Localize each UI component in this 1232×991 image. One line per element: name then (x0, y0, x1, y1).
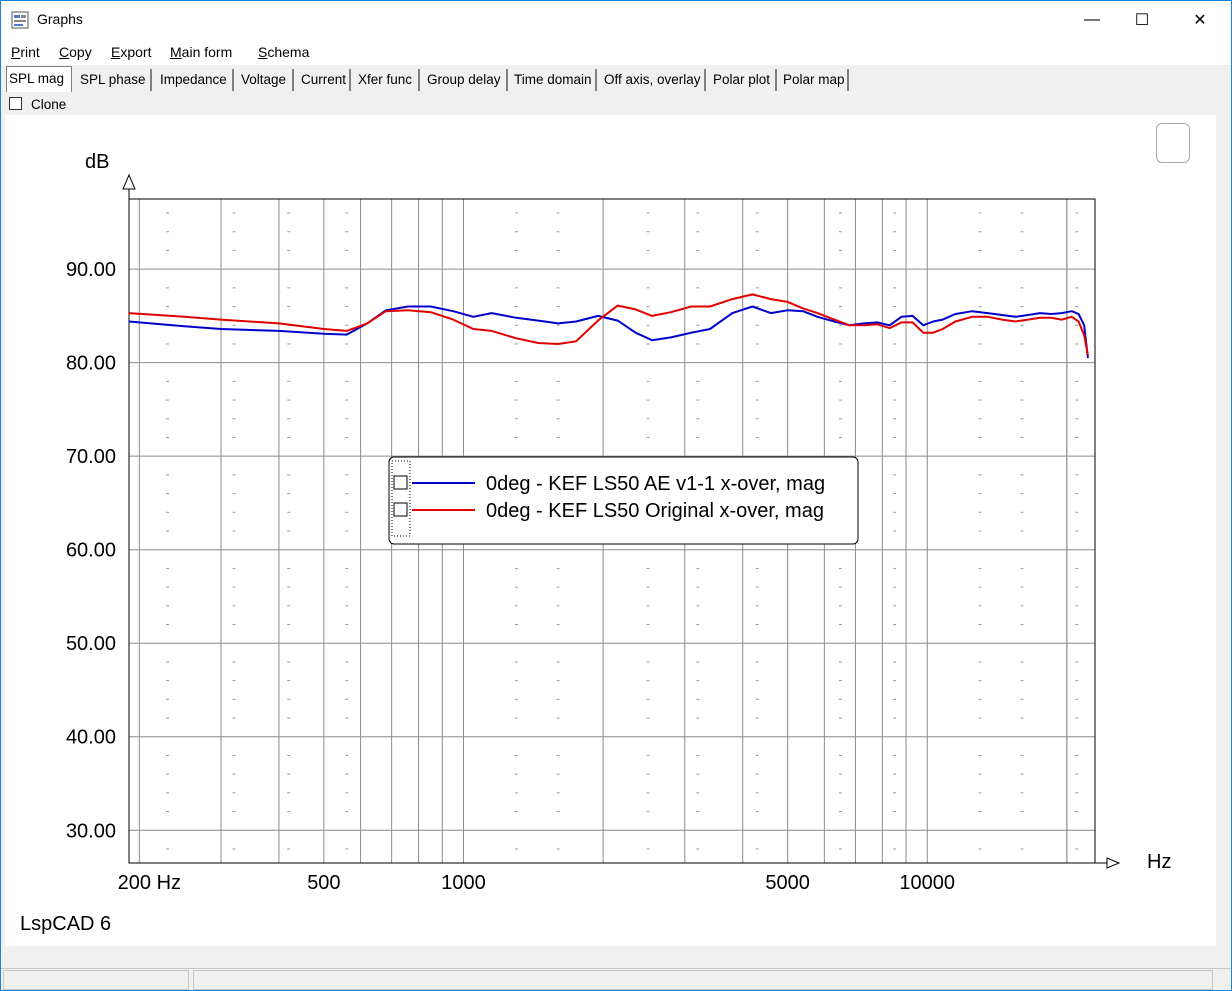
status-bar (1, 968, 1231, 990)
x-tick-label: 10000 (899, 872, 955, 894)
menu-schema[interactable]: Schema (258, 44, 310, 60)
tab-off-axis-overlay[interactable]: Off axis, overlay (602, 69, 706, 91)
y-tick-label: 50.00 (66, 633, 116, 655)
clone-label: Clone (31, 97, 67, 112)
y-tick-label: 70.00 (66, 446, 116, 468)
tab-polar-map[interactable]: Polar map (781, 69, 849, 91)
brand-label: LspCAD 6 (20, 913, 112, 935)
tab-time-domain[interactable]: Time domain (512, 69, 597, 91)
window-title: Graphs (37, 11, 83, 27)
y-axis-label: dB (85, 151, 109, 173)
tab-voltage[interactable]: Voltage (239, 69, 294, 91)
x-tick-label: 5000 (765, 872, 810, 894)
menu-bar (1, 39, 1231, 65)
title-bar: Graphs — ☐ ✕ (1, 1, 1231, 39)
menu-main-form[interactable]: Main form (170, 44, 233, 60)
y-tick-label: 60.00 (66, 540, 116, 562)
legend-checkbox (393, 502, 408, 517)
tab-current[interactable]: Current (299, 69, 351, 91)
legend-box (388, 456, 859, 545)
clone-checkbox-box[interactable] (9, 97, 22, 110)
tab-impedance[interactable]: Impedance (158, 69, 234, 91)
x-axis-label: Hz (1147, 851, 1171, 873)
y-axis-arrow (122, 173, 136, 190)
series-line-1 (128, 305, 1089, 359)
tab-spl-mag[interactable]: SPL mag (6, 66, 72, 92)
legend-focus-rect (391, 460, 411, 537)
x-axis-arrow (1106, 857, 1121, 869)
x-tick-label: 1000 (441, 872, 486, 894)
clone-checkbox[interactable]: Clone (9, 97, 66, 112)
maximize-button[interactable]: ☐ (1134, 12, 1150, 29)
legend-entry: 0deg - KEF LS50 AE v1-1 x-over, mag (486, 473, 825, 495)
y-tick-label: 90.00 (66, 259, 116, 281)
series-line-2 (128, 293, 1089, 356)
legend-checkbox (393, 475, 408, 490)
menu-copy[interactable]: Copy (59, 44, 92, 60)
status-pane-left (3, 970, 189, 990)
tab-xfer-func[interactable]: Xfer func (356, 69, 420, 91)
app-icon (11, 11, 29, 29)
x-tick-label: 500 (307, 872, 340, 894)
y-tick-label: 30.00 (66, 820, 116, 842)
menu-print[interactable]: Print (11, 44, 40, 60)
tab-polar-plot[interactable]: Polar plot (711, 69, 777, 91)
x-tick-label: 200 Hz (118, 872, 181, 894)
legend: 0deg - KEF LS50 AE v1-1 x-over, mag 0deg … (388, 456, 859, 545)
y-tick-label: 80.00 (66, 353, 116, 375)
graph-options-button[interactable] (1156, 123, 1190, 163)
legend-entry: 0deg - KEF LS50 Original x-over, mag (486, 500, 824, 522)
menu-export[interactable]: Export (111, 44, 152, 60)
status-pane-right (193, 970, 1213, 990)
minimize-button[interactable]: — (1084, 11, 1100, 28)
close-button[interactable]: ✕ (1193, 12, 1207, 29)
y-tick-label: 40.00 (66, 727, 116, 749)
plot-frame (128, 198, 1096, 864)
tab-spl-phase[interactable]: SPL phase (78, 69, 152, 91)
tab-group-delay[interactable]: Group delay (425, 69, 508, 91)
